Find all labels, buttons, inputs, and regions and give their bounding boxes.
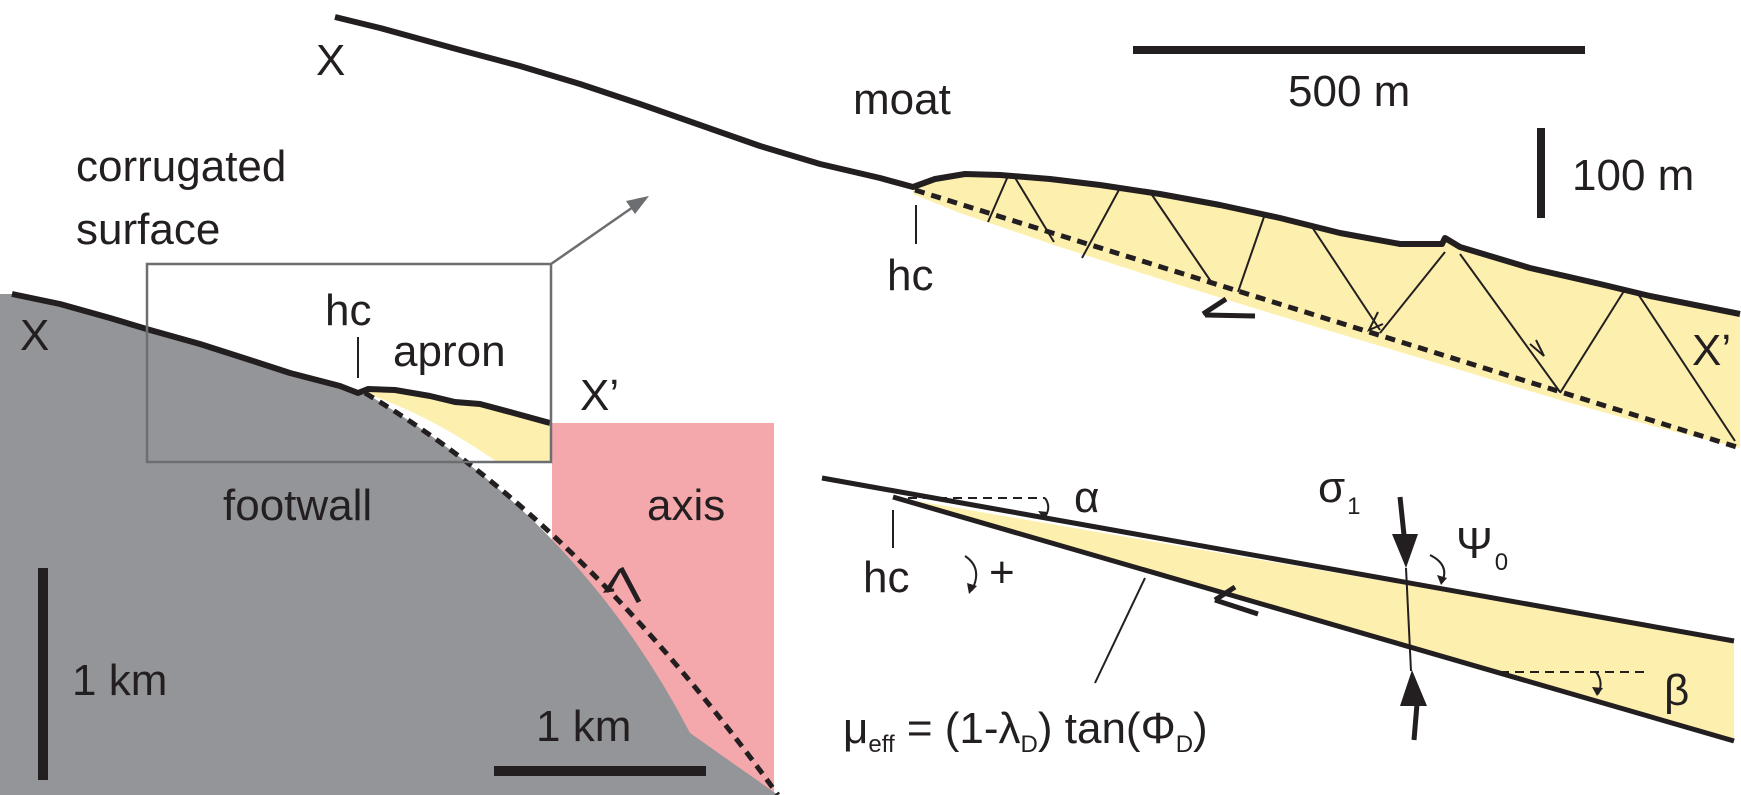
left-label-x: X [20,311,49,360]
axis-label: axis [647,481,725,530]
beta-label: β [1664,666,1689,715]
alpha-angle-arrowhead [1038,511,1048,519]
left-slip-half-arrow [602,569,622,593]
sigma1-top-arrowhead [1392,534,1418,568]
moat-label: moat [853,75,951,124]
psi-subscript: 0 [1495,549,1508,576]
surface-label: surface [76,205,220,254]
apron-label: apron [393,327,506,376]
left-slip-arrow-shaft [618,566,642,604]
footwall-region [0,294,778,795]
left-label-x-prime: X’ [580,371,619,420]
top-slip-arrow-shaft [1204,312,1256,319]
wedge-hc-label: hc [863,553,909,602]
sigma1-bottom-arrowhead [1400,670,1427,706]
equation-part-1: = (1-λ [895,704,1021,753]
equation-part-2: ) tan(Φ [1038,704,1176,753]
phi-subscript: D [1176,731,1193,758]
psi0-angle-arrowhead [1437,575,1447,585]
sigma1-top-arrow-shaft [1397,496,1407,536]
top-hc-label: hc [887,251,933,300]
critical-wedge-diagram: hc α β + σ1 Ψ0 μeff = (1-λD) tan(ΦD) [821,463,1735,758]
mu-eff-equation: μeff = (1-λD) tan(ΦD) [843,704,1208,758]
mu-subscript: eff [868,731,895,758]
left-cross-section: X X’ corrugated surface hc apron footwal… [0,142,781,795]
equation-part-3: ) [1193,704,1208,753]
wedge-basal-detachment [892,494,1735,744]
sigma1-bottom-arrow-shaft [1411,703,1420,741]
beta-angle-arrowhead [1592,687,1603,696]
left-vertical-scale-label: 1 km [72,656,167,705]
alpha-label: α [1074,473,1099,522]
top-cross-section: X X’ moat hc 500 m 100 m [316,14,1741,451]
top-detachment-dashed [914,187,1741,451]
top-seafloor-line [334,14,1741,317]
corrugated-label: corrugated [76,142,286,191]
sigma-symbol: σ [1318,463,1345,512]
top-label-x: X [316,36,345,85]
left-seafloor-line [11,291,551,426]
psi-symbol: Ψ [1456,519,1493,568]
wedge-upper-surface [821,475,1735,644]
left-hc-label: hc [325,286,371,335]
top-slip-half-arrow [1201,296,1228,317]
mu-leader-line [1094,577,1146,684]
mu-symbol: μ [843,704,868,753]
wedge-slip-half-arrow [1213,584,1237,603]
top-horizontal-scale-label: 500 m [1288,67,1410,116]
top-internal-faults [987,175,1736,442]
footwall-label: footwall [223,481,372,530]
left-horizontal-scale-label: 1 km [536,702,631,751]
wedge-slip-arrow-shaft [1214,597,1259,617]
top-apron-wedge [913,174,1740,448]
top-label-x-prime: X’ [1692,326,1731,375]
sigma1-label: σ1 [1318,463,1361,520]
plus-label: + [989,548,1015,597]
sigma-subscript: 1 [1347,493,1360,520]
inset-pointer-arrowhead [626,196,649,214]
lambda-subscript: D [1021,731,1038,758]
inset-box [145,262,553,464]
apron-region [365,391,552,462]
positive-rotation-arrowhead [967,583,977,594]
left-detachment-dashed [363,390,781,795]
inset-pointer-line [550,203,637,266]
sigma1-trajectory [1405,567,1412,672]
psi0-label: Ψ0 [1456,519,1508,576]
top-vertical-scale-label: 100 m [1572,151,1694,200]
